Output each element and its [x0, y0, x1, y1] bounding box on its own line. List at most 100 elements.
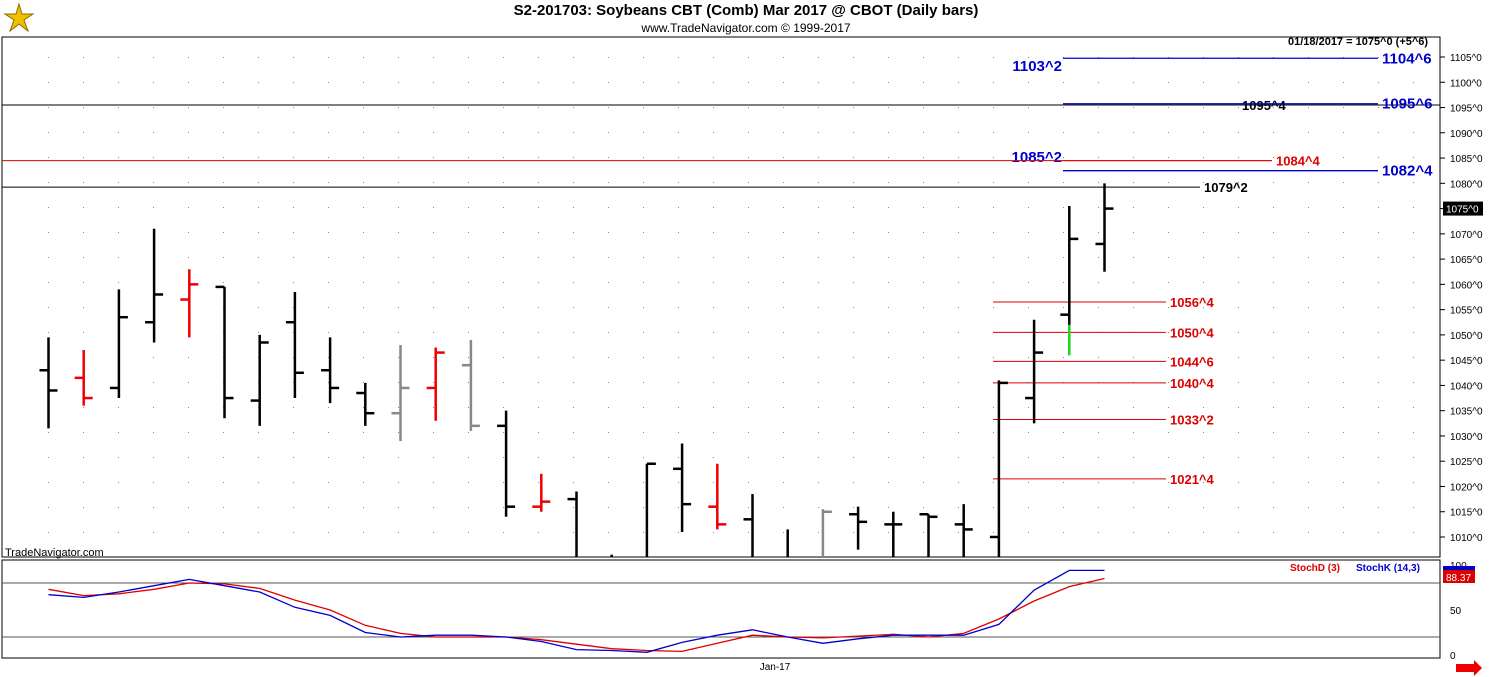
grid-dot: [643, 157, 644, 158]
grid-dot: [433, 82, 434, 83]
grid-dot: [328, 232, 329, 233]
grid-dot: [83, 457, 84, 458]
grid-dot: [223, 57, 224, 58]
grid-dot: [678, 407, 679, 408]
price-axis-label: 1045^0: [1450, 356, 1483, 367]
grid-dot: [993, 57, 994, 58]
grid-dot: [748, 357, 749, 358]
grid-dot: [748, 57, 749, 58]
grid-dot: [83, 107, 84, 108]
grid-dot: [1343, 407, 1344, 408]
grid-dot: [1238, 232, 1239, 233]
grid-dot: [608, 432, 609, 433]
stoch-last-value: 88.37: [1446, 573, 1471, 584]
grid-dot: [188, 207, 189, 208]
grid-dot: [398, 482, 399, 483]
grid-dot: [853, 257, 854, 258]
grid-dot: [468, 282, 469, 283]
grid-dot: [258, 307, 259, 308]
grid-dot: [853, 207, 854, 208]
grid-dot: [783, 457, 784, 458]
grid-dot: [1378, 157, 1379, 158]
grid-dot: [468, 207, 469, 208]
grid-dot: [503, 457, 504, 458]
grid-dot: [1133, 132, 1134, 133]
grid-dot: [118, 207, 119, 208]
grid-dot: [923, 182, 924, 183]
grid-dot: [223, 207, 224, 208]
grid-dot: [258, 432, 259, 433]
grid-dot: [1203, 382, 1204, 383]
grid-dot: [398, 532, 399, 533]
grid-dot: [1133, 532, 1134, 533]
grid-dot: [538, 332, 539, 333]
grid-dot: [1028, 232, 1029, 233]
grid-dot: [293, 132, 294, 133]
price-axis-label: 1085^0: [1450, 154, 1483, 165]
grid-dot: [1343, 532, 1344, 533]
grid-dot: [643, 532, 644, 533]
scroll-right-arrow-icon[interactable]: [1456, 660, 1482, 676]
grid-dot: [643, 82, 644, 83]
grid-dot: [1378, 207, 1379, 208]
grid-dot: [153, 382, 154, 383]
grid-dot: [853, 57, 854, 58]
grid-dot: [1168, 282, 1169, 283]
price-axis-label: 1070^0: [1450, 230, 1483, 241]
grid-dot: [1098, 157, 1099, 158]
grid-dot: [608, 307, 609, 308]
grid-dot: [398, 182, 399, 183]
grid-dot: [223, 157, 224, 158]
grid-dot: [1273, 82, 1274, 83]
grid-dot: [993, 132, 994, 133]
grid-dot: [1238, 407, 1239, 408]
grid-dot: [888, 232, 889, 233]
grid-dot: [83, 257, 84, 258]
chart-title: S2-201703: Soybeans CBT (Comb) Mar 2017 …: [513, 2, 979, 19]
grid-dot: [1413, 232, 1414, 233]
grid-dot: [1098, 232, 1099, 233]
grid-dot: [1168, 82, 1169, 83]
grid-dot: [1238, 432, 1239, 433]
grid-dot: [1378, 432, 1379, 433]
grid-dot: [468, 157, 469, 158]
grid-dot: [258, 182, 259, 183]
grid-dot: [818, 157, 819, 158]
grid-dot: [678, 332, 679, 333]
grid-dot: [1238, 182, 1239, 183]
grid-dot: [853, 107, 854, 108]
grid-dot: [678, 432, 679, 433]
grid-dot: [818, 482, 819, 483]
grid-dot: [328, 207, 329, 208]
grid-dot: [1343, 432, 1344, 433]
grid-dot: [1238, 282, 1239, 283]
grid-dot: [958, 332, 959, 333]
grid-dot: [643, 307, 644, 308]
grid-dot: [1168, 532, 1169, 533]
dot-grid: [48, 57, 1414, 533]
grid-dot: [363, 457, 364, 458]
grid-dot: [1063, 157, 1064, 158]
grid-dot: [1028, 282, 1029, 283]
grid-dot: [1028, 532, 1029, 533]
grid-dot: [1238, 157, 1239, 158]
grid-dot: [188, 107, 189, 108]
grid-dot: [503, 207, 504, 208]
grid-dot: [1028, 457, 1029, 458]
grid-dot: [1098, 457, 1099, 458]
grid-dot: [643, 457, 644, 458]
grid-dot: [433, 357, 434, 358]
grid-dot: [223, 482, 224, 483]
grid-dot: [398, 332, 399, 333]
grid-dot: [83, 507, 84, 508]
grid-dot: [153, 107, 154, 108]
grid-dot: [538, 457, 539, 458]
grid-dot: [1343, 282, 1344, 283]
grid-dot: [293, 82, 294, 83]
grid-dot: [748, 182, 749, 183]
grid-dot: [48, 507, 49, 508]
grid-dot: [1063, 207, 1064, 208]
grid-dot: [643, 57, 644, 58]
grid-dot: [468, 357, 469, 358]
